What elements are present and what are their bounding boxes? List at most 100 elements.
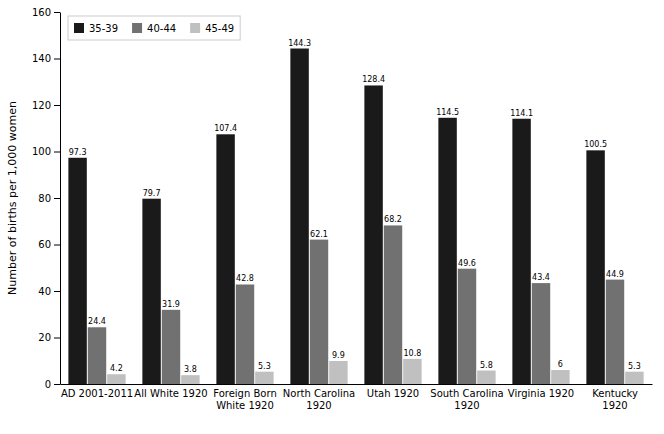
x-tick-label-line: North Carolina	[283, 388, 355, 399]
data-label: 5.3	[258, 362, 271, 371]
data-label: 10.8	[404, 349, 422, 358]
bar	[88, 327, 106, 384]
x-tick-label: South Carolina1920	[430, 388, 503, 411]
x-tick-label-line: Utah 1920	[367, 388, 419, 399]
x-tick-label: Virginia 1920	[508, 388, 574, 399]
x-tick-label-line: Foreign Born	[213, 388, 276, 399]
x-tick: All White 1920	[134, 388, 207, 399]
bar	[364, 85, 382, 384]
bar	[142, 199, 160, 384]
x-tick-label-line: All White 1920	[134, 388, 207, 399]
x-tick-label-line: Virginia 1920	[508, 388, 574, 399]
x-tick-label-line: South Carolina	[430, 388, 503, 399]
x-tick-label-line: 1920	[602, 400, 627, 411]
x-tick-label: AD 2001-2011	[61, 388, 133, 399]
x-tick: AD 2001-2011	[61, 388, 133, 399]
bar	[586, 150, 604, 384]
bars	[68, 49, 643, 384]
data-label: 9.9	[332, 351, 345, 360]
data-label: 42.8	[236, 274, 254, 283]
legend-label: 45-49	[205, 23, 234, 34]
x-axis: AD 2001-2011All White 1920 Foreign BornWh…	[61, 385, 653, 411]
legend-swatch	[132, 23, 142, 33]
legend-swatch	[74, 23, 84, 33]
data-label: 114.5	[436, 108, 459, 117]
data-label: 144.3	[288, 39, 311, 48]
bar	[290, 49, 308, 384]
x-tick-label-line: Kentucky	[592, 388, 638, 399]
bar	[310, 240, 328, 384]
x-tick: Virginia 1920	[508, 388, 574, 399]
x-tick: North Carolina1920	[283, 388, 355, 411]
y-tick-label: 140	[32, 53, 51, 64]
data-labels: 97.379.7107.4144.3128.4114.5114.1100.524…	[69, 39, 641, 375]
legend-item: 35-39	[74, 23, 118, 34]
y-tick: 160	[32, 7, 60, 18]
data-label: 4.2	[110, 364, 123, 373]
bar	[236, 284, 254, 384]
bar	[162, 310, 180, 384]
bar	[625, 372, 643, 384]
data-label: 44.9	[606, 270, 624, 279]
x-tick: Foreign BornWhite 1920	[213, 388, 276, 411]
bar	[551, 370, 569, 384]
data-label: 97.3	[69, 148, 87, 157]
data-label: 79.7	[143, 189, 161, 198]
y-tick-mark	[54, 12, 60, 13]
y-tick-label: 0	[45, 379, 51, 390]
y-tick: 40	[38, 286, 60, 297]
x-tick-label: All White 1920	[134, 388, 207, 399]
y-tick-label: 40	[38, 286, 51, 297]
x-tick-label-line: 1920	[454, 400, 479, 411]
y-tick: 140	[32, 53, 60, 64]
y-tick-mark	[54, 245, 60, 246]
data-label: 31.9	[162, 300, 180, 309]
data-label: 6	[558, 360, 563, 369]
x-tick: Utah 1920	[367, 388, 419, 399]
chart: 97.379.7107.4144.3128.4114.5114.1100.524…	[0, 0, 664, 434]
x-axis-line	[61, 384, 653, 385]
y-axis: 020406080100120140160	[32, 7, 61, 390]
bar	[216, 134, 234, 384]
y-tick-mark	[54, 338, 60, 339]
x-tick-label-line: 1920	[306, 400, 331, 411]
y-axis-title: Number of births per 1,000 women	[6, 101, 19, 295]
legend-item: 40-44	[132, 23, 176, 34]
y-tick: 0	[45, 379, 60, 390]
data-label: 62.1	[310, 230, 328, 239]
x-tick-label-line: AD 2001-2011	[61, 388, 133, 399]
bar	[532, 283, 550, 384]
legend-label: 35-39	[89, 23, 118, 34]
y-tick-mark	[54, 291, 60, 292]
data-label: 107.4	[214, 124, 237, 133]
x-tick-label: Kentucky1920	[592, 388, 638, 411]
bar	[458, 269, 476, 384]
y-tick-label: 60	[38, 239, 51, 250]
y-tick-mark	[54, 152, 60, 153]
bar	[384, 225, 402, 384]
data-label: 49.6	[458, 259, 476, 268]
bar	[477, 371, 495, 384]
y-tick-label: 100	[32, 146, 51, 157]
bar	[606, 280, 624, 384]
bar	[512, 119, 530, 384]
data-label: 114.1	[510, 109, 533, 118]
y-tick-mark	[54, 198, 60, 199]
plot: 97.379.7107.4144.3128.4114.5114.1100.524…	[6, 7, 653, 411]
y-tick-mark	[54, 105, 60, 106]
data-label: 128.4	[362, 75, 385, 84]
bar	[403, 359, 421, 384]
bar	[329, 361, 347, 384]
bar	[255, 372, 273, 384]
y-tick: 120	[32, 100, 60, 111]
legend: 35-39 40-44 45-49	[68, 16, 240, 40]
legend-label: 40-44	[147, 23, 176, 34]
data-label: 24.4	[88, 317, 106, 326]
y-axis-line	[60, 13, 61, 385]
bar	[181, 375, 199, 384]
y-tick: 60	[38, 239, 60, 250]
y-tick-label: 20	[38, 332, 51, 343]
x-tick-label-line: White 1920	[216, 400, 274, 411]
y-tick-mark	[54, 59, 60, 60]
x-tick: South Carolina1920	[430, 388, 503, 411]
